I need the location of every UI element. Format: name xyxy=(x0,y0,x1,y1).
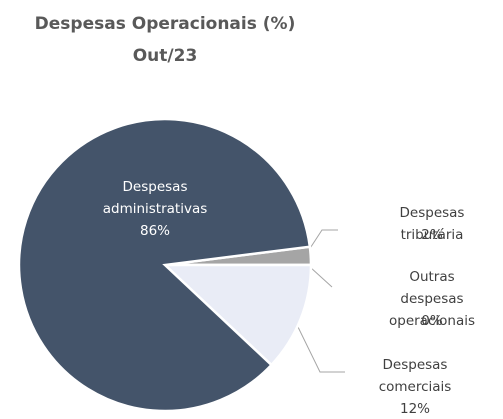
chart-subtitle: Out/23 xyxy=(132,46,198,66)
leader-line xyxy=(309,266,333,288)
slice-value: 2% xyxy=(421,227,443,243)
slice-value: 0% xyxy=(421,313,443,329)
chart-title: Despesas Operacionais (%) xyxy=(34,14,296,34)
slice-label: Outras despesas operacionais xyxy=(388,269,476,329)
slice-label: Despesas administrativas xyxy=(102,179,208,217)
slice-value: 12% xyxy=(399,401,431,417)
leader-line xyxy=(297,326,345,373)
slice-value: 86% xyxy=(139,223,171,239)
pie-slice xyxy=(17,117,312,413)
slice-label: Despesas comerciais xyxy=(378,357,452,395)
pie-slice xyxy=(161,263,313,367)
slice-label: Despesas tributária xyxy=(399,205,465,243)
